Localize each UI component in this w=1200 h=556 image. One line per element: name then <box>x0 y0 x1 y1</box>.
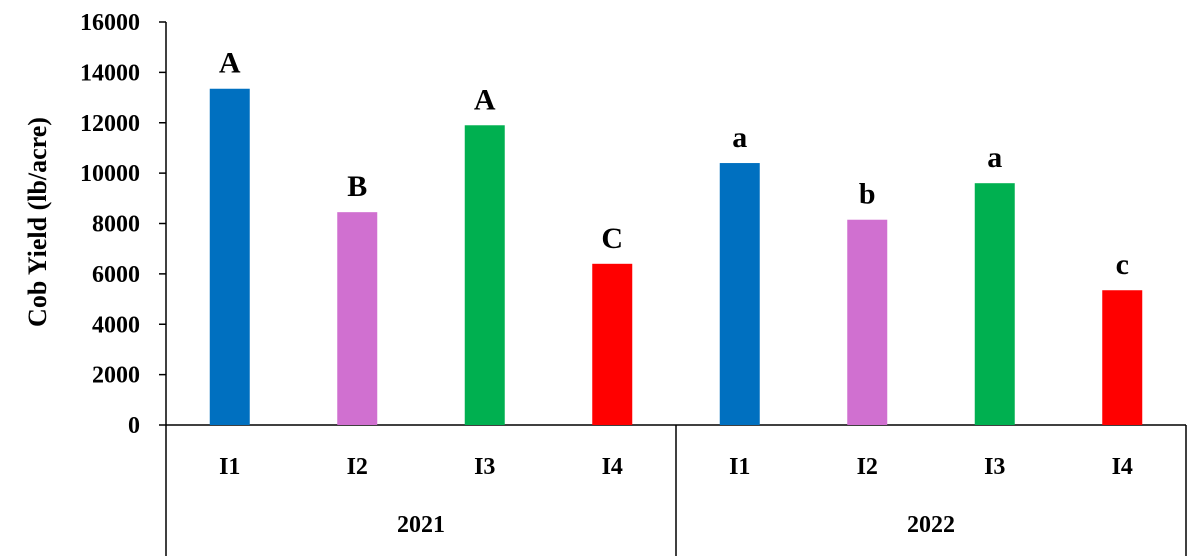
category-label: I1 <box>219 454 240 480</box>
significance-label: b <box>859 178 876 211</box>
y-tick-label: 6000 <box>92 262 140 288</box>
significance-label: a <box>732 121 747 154</box>
group-label: 2022 <box>907 512 955 538</box>
category-label: I3 <box>474 454 495 480</box>
y-tick-label: 4000 <box>92 312 140 338</box>
bar <box>209 88 250 425</box>
y-tick-label: 8000 <box>92 212 140 238</box>
category-label: I1 <box>729 454 750 480</box>
significance-label: B <box>347 170 367 203</box>
significance-label: a <box>987 141 1002 174</box>
y-axis-label: Cob Yield (lb/acre) <box>23 117 52 327</box>
category-label: I2 <box>857 454 878 480</box>
significance-label: A <box>219 47 241 80</box>
category-label: I4 <box>602 454 623 480</box>
y-tick-label: 12000 <box>80 111 140 137</box>
y-tick-label: 2000 <box>92 363 140 389</box>
bars: A B A Ca b a c <box>209 47 1143 426</box>
significance-label: A <box>474 83 496 116</box>
y-tick-label: 10000 <box>80 161 140 187</box>
y-tick-label: 16000 <box>80 10 140 36</box>
bar <box>464 125 505 426</box>
significance-label: C <box>601 222 623 255</box>
bar <box>974 183 1015 425</box>
bar <box>337 212 378 425</box>
bar <box>719 163 760 426</box>
bar <box>592 263 633 425</box>
y-tick-label: 14000 <box>80 60 140 86</box>
axes: 0 2000 4000 6000 8000 10000 12000 14000 16000 202… <box>80 10 1187 556</box>
category-label: I3 <box>984 454 1005 480</box>
category-label: I2 <box>347 454 368 480</box>
bar <box>847 219 888 425</box>
significance-label: c <box>1116 248 1129 281</box>
group-label: 2021 <box>397 512 445 538</box>
bar <box>1102 290 1143 425</box>
category-label: I4 <box>1112 454 1133 480</box>
y-tick-label: 0 <box>128 413 140 439</box>
